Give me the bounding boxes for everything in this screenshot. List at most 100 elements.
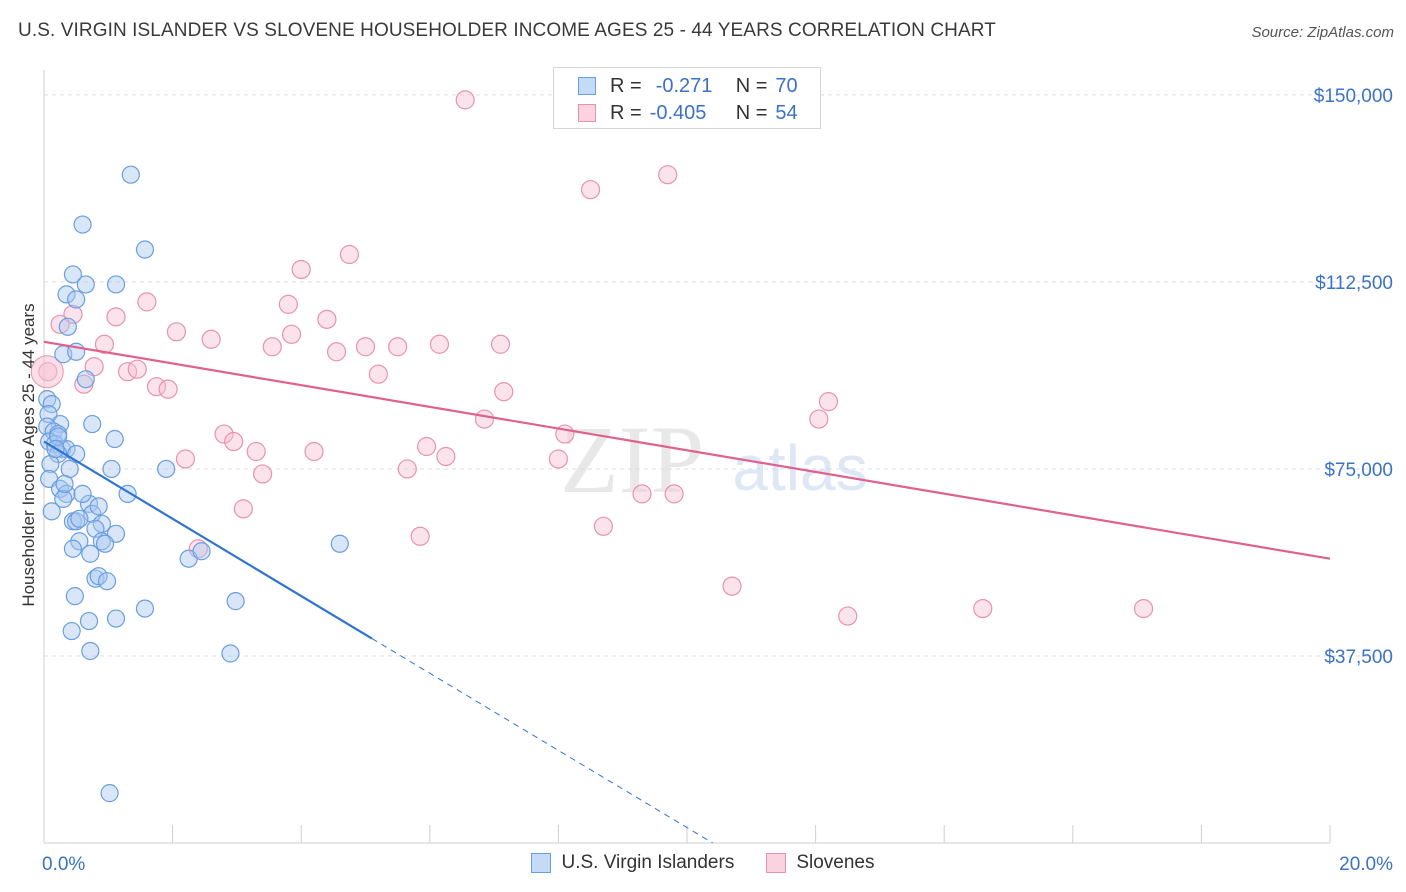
slovene-point [137, 292, 157, 312]
slovene-point [722, 576, 742, 596]
virgin-islander-point [121, 165, 140, 184]
slovene-point [304, 441, 324, 462]
virgin-islanders-trend-extension [371, 638, 713, 844]
source-credit: Source: ZipAtlas.com [1251, 24, 1394, 41]
slovene-point [291, 259, 311, 280]
virgin-islander-point [97, 572, 117, 591]
virgin-islander-point [42, 502, 61, 521]
virgin-islander-point [73, 484, 92, 503]
slovene-point [658, 165, 678, 185]
slovene-point [1133, 598, 1154, 619]
virgin-islander-point [73, 215, 92, 234]
slovene-point [410, 526, 430, 546]
virgin-islander-point [54, 489, 73, 508]
pink-swatch [578, 104, 596, 122]
virgin-islander-point [67, 290, 86, 309]
virgin-islander-point [62, 621, 81, 641]
watermark-zip: ZIP [560, 406, 704, 513]
virgin-islander-point [81, 641, 100, 661]
slovene-point [127, 359, 147, 379]
slovene-point [224, 431, 244, 452]
y-tick-label: $150,000 [1314, 86, 1393, 107]
virgin-islander-point [81, 544, 100, 563]
blue-swatch [578, 77, 596, 95]
virgin-islander-point [70, 509, 89, 528]
correlation-legend: R = -0.271 N = 70 R = -0.405 N = 54 [553, 67, 821, 129]
legend-item-slovenes[interactable]: Slovenes [766, 852, 875, 874]
chart-title: U.S. VIRGIN ISLANDER VS SLOVENE HOUSEHOL… [18, 20, 996, 41]
virgin-islander-point [42, 395, 61, 414]
x-tick-labels: 0.0% 20.0% [42, 854, 1393, 875]
slovene-point [214, 424, 234, 444]
virgin-islander-point [106, 275, 126, 294]
virgin-islander-point [86, 569, 105, 588]
legend-row-slovenes: R = -0.405 N = 54 [578, 100, 798, 126]
virgin-islander-point [89, 497, 108, 516]
trend-lines [43, 340, 1331, 844]
slovene-point [166, 322, 187, 342]
blue-swatch [531, 853, 552, 873]
slovene-point [246, 441, 266, 462]
slovene-point [339, 244, 360, 265]
slovene-point [494, 382, 514, 402]
slovene-point [397, 459, 417, 479]
virgin-islander-point [55, 474, 74, 494]
n-value: 70 [775, 74, 798, 97]
grid-lines [44, 94, 1392, 657]
legend-item-virgin-islanders[interactable]: U.S. Virgin Islanders [531, 852, 734, 874]
slovene-point [233, 499, 253, 519]
slovene-point [355, 337, 376, 357]
slovene-point [455, 90, 475, 110]
slovene-point [158, 379, 178, 399]
slovene-point [548, 449, 569, 469]
virgin-islander-point [63, 539, 83, 558]
virgin-islander-point [65, 587, 84, 606]
x-tick-label-min: 0.0% [42, 854, 85, 875]
y-axis-label: Householder Income Ages 25 - 44 years [19, 303, 38, 606]
virgin-islander-point [63, 265, 83, 284]
virgin-islander-point [135, 599, 155, 618]
slovene-point [809, 409, 829, 429]
pink-swatch [766, 853, 787, 873]
virgin-islander-point [221, 644, 240, 663]
virgin-islander-point [102, 459, 121, 479]
slovene-point [632, 484, 652, 504]
virgin-islander-point [135, 240, 155, 259]
y-tick-labels: $37,500 $75,000 $112,500 $150,000 [1314, 86, 1393, 668]
y-tick-label: $112,500 [1315, 273, 1393, 294]
slovene-point [429, 334, 450, 354]
slovene-point [201, 329, 221, 349]
virgin-islander-point [76, 275, 95, 294]
slovene-point [388, 337, 408, 357]
slovenes-trend-line [43, 340, 1331, 560]
slovene-point [664, 484, 684, 504]
virgin-islander-point [157, 459, 176, 479]
virgin-islander-point [106, 609, 126, 628]
virgin-islander-point [67, 512, 86, 531]
legend-label: U.S. Virgin Islanders [561, 852, 735, 873]
virgin-islander-point [70, 532, 89, 551]
r-value: -0.271 [655, 74, 713, 97]
virgin-islander-point [330, 534, 349, 553]
n-value: 54 [775, 101, 798, 124]
slovene-point [593, 516, 614, 536]
virgin-islander-point [100, 784, 119, 803]
slovene-point [490, 334, 511, 354]
slovene-point [262, 337, 282, 357]
legend-row-virgin-islanders: R = -0.271 N = 70 [578, 73, 798, 99]
slovene-point [175, 449, 196, 469]
slovene-point [146, 377, 167, 397]
slovene-point [281, 324, 302, 344]
virgin-islanders-trend-line [43, 440, 373, 640]
series-legend: U.S. Virgin Islanders Slovenes [0, 852, 1406, 874]
r-label: R = [610, 74, 642, 97]
slovene-point [474, 409, 495, 429]
n-label: N = [735, 101, 768, 124]
virgin-islander-point [57, 285, 76, 304]
slovene-point [818, 392, 839, 412]
watermark-atlas: atlas [732, 432, 867, 504]
virgin-islander-point [192, 542, 211, 561]
slovene-point [973, 598, 993, 619]
slovene-point [317, 309, 337, 329]
